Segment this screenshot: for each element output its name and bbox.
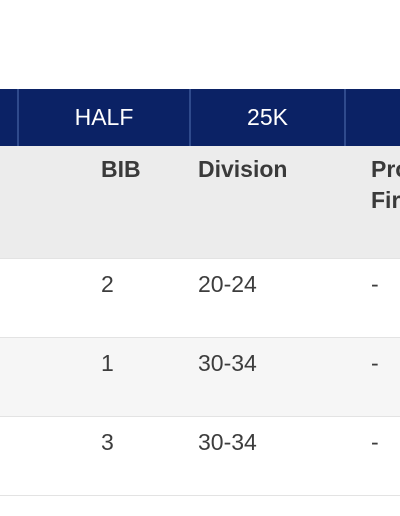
tab-divider <box>17 89 19 146</box>
previous-cell: - <box>371 429 379 455</box>
tab-25k[interactable]: 25K <box>247 104 288 130</box>
bib-cell: 2 <box>101 271 114 297</box>
previous-cell: - <box>371 350 379 376</box>
column-header-bib[interactable]: BIB <box>101 156 141 182</box>
division-cell: 30-34 <box>198 350 257 376</box>
division-cell: 20-24 <box>198 271 257 297</box>
results-table: HALF 25K BIB Division Pro Fir 2 20-24 - … <box>0 89 400 496</box>
previous-cell: - <box>371 271 379 297</box>
table-row[interactable]: 3 30-34 - <box>0 416 400 496</box>
column-header-previous[interactable]: Pro Fir <box>371 154 400 216</box>
tab-divider <box>189 89 191 146</box>
table-header-row: BIB Division Pro Fir <box>0 146 400 258</box>
tab-divider <box>344 89 346 146</box>
column-header-previous-line1: Pro <box>371 156 400 182</box>
table-row[interactable]: 2 20-24 - <box>0 258 400 337</box>
distance-tabs: HALF 25K <box>0 89 400 146</box>
tab-half[interactable]: HALF <box>74 104 134 130</box>
column-header-previous-line2: Fir <box>371 187 400 213</box>
table-row[interactable]: 1 30-34 - <box>0 337 400 416</box>
column-header-division[interactable]: Division <box>198 156 288 182</box>
bib-cell: 1 <box>101 350 114 376</box>
division-cell: 30-34 <box>198 429 257 455</box>
bib-cell: 3 <box>101 429 114 455</box>
